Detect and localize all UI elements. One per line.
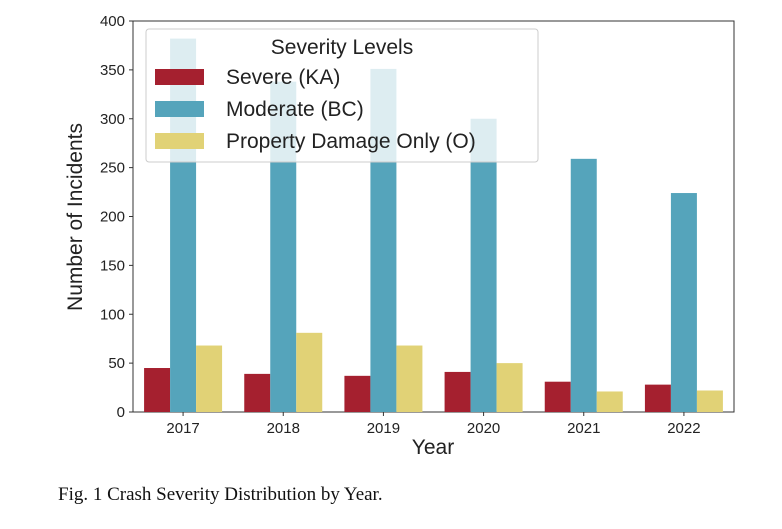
x-axis-label: Year [412, 436, 454, 459]
y-axis-label: Number of Incidents [64, 123, 87, 311]
x-tick-label: 2017 [166, 420, 199, 437]
legend-swatch-pdo [155, 133, 204, 149]
bar-2021-series-1 [570, 158, 597, 412]
y-tick-label: 150 [100, 257, 125, 274]
x-tick-label: 2020 [467, 420, 500, 437]
legend-title: Severity Levels [271, 36, 413, 59]
bar-2019-series-0 [344, 375, 371, 412]
y-tick-label: 0 [117, 404, 125, 421]
x-tick-label: 2021 [567, 420, 600, 437]
bar-2021-series-2 [596, 391, 623, 412]
y-tick-label: 400 [100, 13, 125, 30]
bar-2019-series-2 [396, 345, 423, 412]
figure-caption: Fig. 1 Crash Severity Distribution by Ye… [58, 484, 383, 505]
bar-2022-series-0 [644, 384, 671, 412]
legend-label-moderate: Moderate (BC) [226, 98, 364, 121]
x-tick-label: 2018 [267, 420, 300, 437]
bar-chart: 0 50 100 150 200 250 300 350 400 2017 2018 2019 202… [64, 13, 735, 459]
bar-2020-series-2 [496, 363, 523, 412]
y-tick-label: 250 [100, 160, 125, 177]
y-tick-label: 50 [108, 355, 125, 372]
legend-label-severe: Severe (KA) [226, 66, 340, 89]
x-ticks-group: 2017 2018 2019 2020 2021 2022 [166, 412, 701, 437]
x-tick-label: 2019 [367, 420, 400, 437]
x-tick-label: 2022 [667, 420, 700, 437]
legend: Severity Levels Severe (KA) Moderate (BC… [145, 28, 539, 163]
bar-2022-series-2 [696, 390, 723, 412]
bar-2018-series-0 [244, 373, 271, 412]
bar-2017-series-0 [144, 368, 171, 412]
legend-swatch-moderate [155, 101, 204, 117]
bar-2021-series-0 [544, 381, 571, 412]
legend-label-pdo: Property Damage Only (O) [226, 130, 476, 153]
bar-2022-series-1 [670, 193, 697, 412]
legend-box [145, 28, 539, 163]
y-tick-label: 200 [100, 209, 125, 226]
legend-swatch-severe [155, 69, 204, 85]
y-tick-label: 100 [100, 306, 125, 323]
bar-2020-series-1 [470, 118, 497, 412]
y-tick-label: 300 [100, 111, 125, 128]
y-tick-label: 350 [100, 62, 125, 79]
bar-2017-series-2 [196, 345, 223, 412]
bar-2020-series-0 [444, 371, 471, 412]
y-ticks-group: 0 50 100 150 200 250 300 350 400 [100, 13, 133, 421]
bar-2018-series-2 [296, 332, 323, 412]
